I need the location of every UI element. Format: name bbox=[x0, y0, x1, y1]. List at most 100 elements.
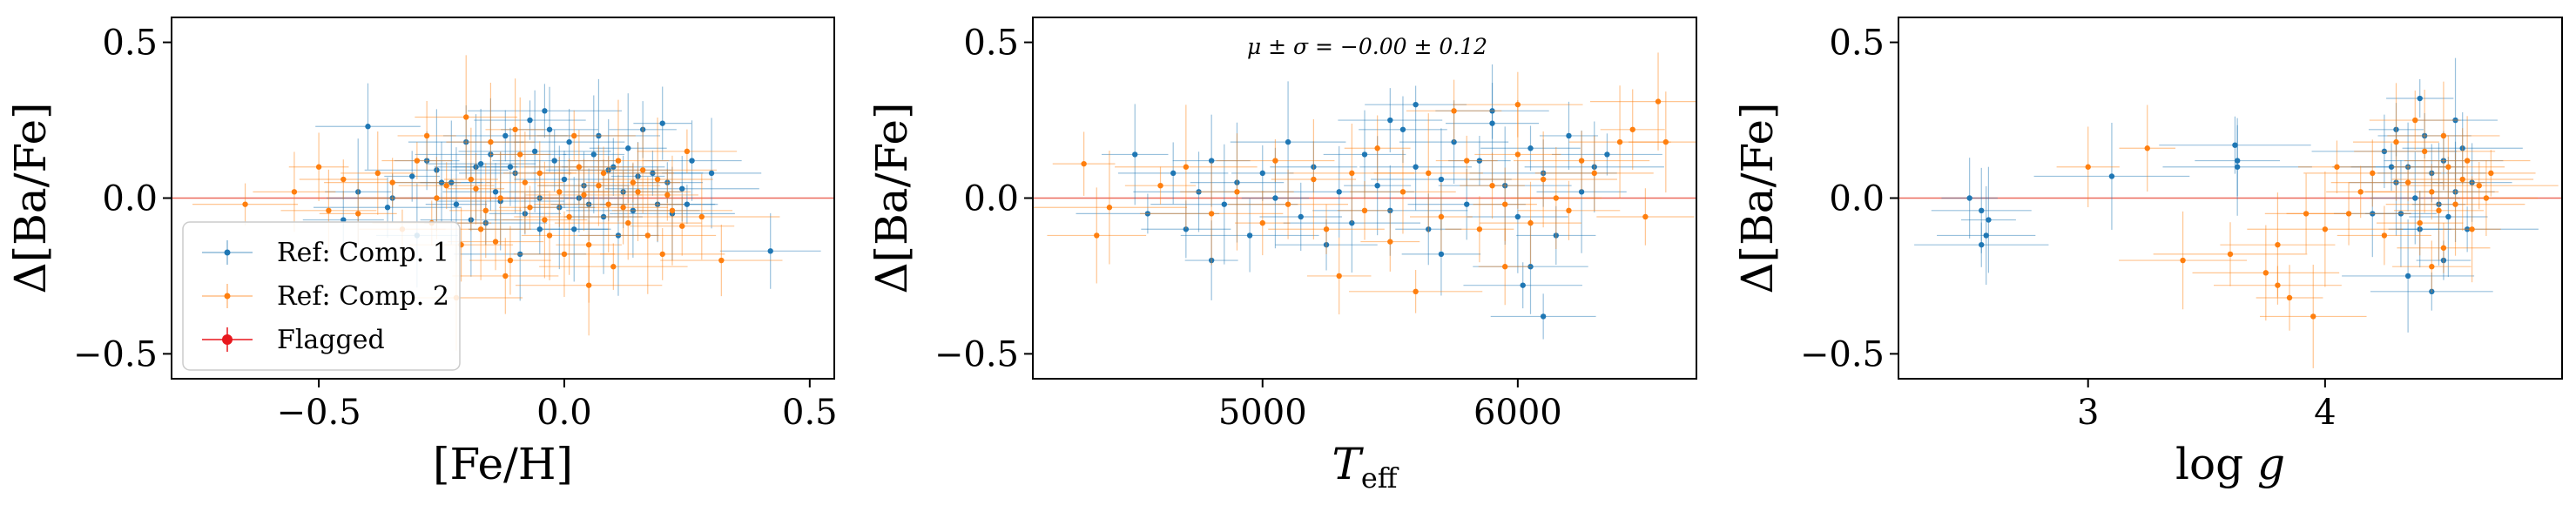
marker bbox=[684, 148, 691, 155]
marker bbox=[2417, 219, 2423, 226]
data-point-comp1 bbox=[1259, 182, 1343, 252]
data-point-comp2 bbox=[2056, 126, 2120, 207]
marker bbox=[492, 189, 499, 195]
data-point-comp1 bbox=[1344, 136, 1412, 236]
data-point-comp2 bbox=[1052, 131, 1116, 196]
data-point-comp2 bbox=[288, 132, 349, 202]
marker bbox=[2412, 117, 2418, 124]
marker bbox=[1311, 176, 1317, 183]
marker bbox=[1662, 138, 1669, 145]
data-point-comp2 bbox=[192, 183, 299, 226]
data-point-comp1 bbox=[2409, 156, 2488, 277]
marker bbox=[409, 173, 415, 179]
marker bbox=[2397, 211, 2404, 217]
marker bbox=[2417, 226, 2423, 232]
marker bbox=[630, 179, 637, 185]
marker bbox=[576, 195, 583, 201]
data-point-comp1 bbox=[1241, 147, 1310, 249]
data-point-comp1 bbox=[719, 212, 821, 289]
data-point-comp2 bbox=[486, 131, 564, 234]
marker bbox=[365, 124, 371, 130]
data-point-comp1 bbox=[467, 84, 623, 138]
data-point-comp2 bbox=[611, 155, 733, 266]
marker bbox=[434, 195, 440, 201]
marker bbox=[1361, 207, 1368, 214]
y-axis-label: Δ[Ba/Fe] bbox=[867, 102, 917, 293]
data-point-comp2 bbox=[539, 243, 688, 290]
data-point-comp2 bbox=[534, 156, 684, 253]
data-point-comp1 bbox=[425, 109, 536, 219]
data-point-comp1 bbox=[2431, 143, 2512, 222]
marker bbox=[1464, 201, 1470, 207]
data-point-comp2 bbox=[381, 142, 453, 180]
marker bbox=[2370, 170, 2376, 177]
data-point-comp2 bbox=[1124, 166, 1197, 205]
data-point-comp1 bbox=[1338, 88, 1443, 152]
marker bbox=[2440, 245, 2447, 251]
data-point-comp1 bbox=[1552, 133, 1662, 176]
marker bbox=[546, 126, 553, 132]
data-point-comp2 bbox=[660, 224, 783, 297]
marker bbox=[492, 239, 499, 245]
data-point-comp1 bbox=[442, 163, 549, 221]
marker bbox=[2334, 164, 2340, 170]
data-point-comp1 bbox=[469, 204, 611, 255]
mean-sigma-annotation: μ ± σ = −0.00 ± 0.12 bbox=[1247, 34, 1487, 59]
marker bbox=[669, 207, 676, 214]
data-point-comp1 bbox=[384, 151, 441, 202]
marker bbox=[1221, 201, 1228, 207]
data-point-comp2 bbox=[514, 158, 624, 275]
marker bbox=[473, 164, 479, 170]
data-point-comp1 bbox=[1172, 114, 1251, 207]
marker bbox=[507, 257, 514, 264]
marker bbox=[615, 232, 622, 239]
data-point-comp2 bbox=[452, 238, 559, 314]
marker bbox=[644, 232, 651, 239]
marker bbox=[1426, 170, 1432, 177]
marker bbox=[2445, 164, 2451, 170]
data-point-comp1 bbox=[1184, 220, 1238, 300]
data-point-comp2 bbox=[485, 78, 545, 181]
data-point-comp2 bbox=[2353, 83, 2439, 201]
data-point-comp2 bbox=[512, 110, 636, 162]
data-point-comp1 bbox=[1536, 130, 1627, 253]
legend-label: Ref: Comp. 2 bbox=[277, 281, 449, 312]
marker bbox=[1591, 170, 1597, 177]
marker bbox=[2393, 138, 2399, 145]
data-point-comp2 bbox=[1033, 150, 1187, 265]
marker bbox=[242, 201, 248, 207]
data-point-comp1 bbox=[1438, 126, 1572, 245]
marker bbox=[561, 176, 568, 183]
marker bbox=[571, 226, 577, 232]
data-point-comp2 bbox=[2393, 161, 2485, 260]
data-point-comp1 bbox=[2365, 160, 2437, 267]
data-point-comp2 bbox=[2264, 173, 2348, 254]
marker bbox=[1438, 213, 1445, 220]
data-point-comp1 bbox=[2311, 114, 2458, 189]
legend-item: Flagged bbox=[202, 325, 385, 355]
data-point-comp2 bbox=[2399, 161, 2559, 210]
marker bbox=[2464, 226, 2471, 232]
y-tick-label: 0.0 bbox=[102, 179, 158, 219]
marker bbox=[767, 248, 773, 254]
legend-label: Ref: Comp. 1 bbox=[277, 238, 449, 268]
marker bbox=[625, 145, 631, 152]
data-point-comp2 bbox=[1600, 89, 1665, 171]
marker bbox=[1323, 226, 1330, 232]
data-point-comp1 bbox=[564, 159, 644, 274]
data-point-comp1 bbox=[2033, 122, 2190, 230]
marker bbox=[488, 138, 494, 145]
marker bbox=[1234, 189, 1240, 195]
data-point-comp2 bbox=[1373, 113, 1483, 233]
marker bbox=[473, 185, 479, 192]
marker bbox=[2459, 145, 2465, 152]
marker bbox=[1246, 232, 1253, 239]
legend-label: Flagged bbox=[277, 325, 385, 355]
data-point-comp1 bbox=[563, 95, 625, 214]
data-point-comp1 bbox=[564, 155, 682, 228]
data-point-comp1 bbox=[1359, 123, 1473, 211]
data-point-comp2 bbox=[1047, 187, 1147, 284]
data-point-comp1 bbox=[452, 127, 569, 206]
y-tick-label: 0.0 bbox=[963, 179, 1019, 219]
